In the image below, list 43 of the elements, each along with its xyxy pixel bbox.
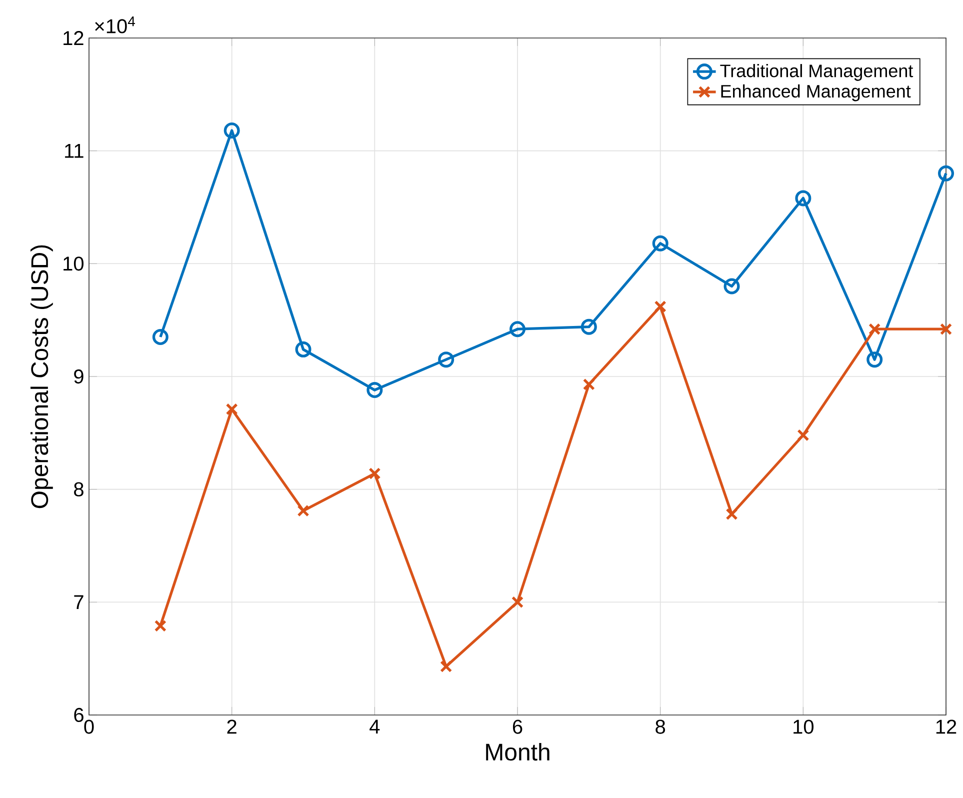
y-tick-label: 10 — [64, 256, 84, 271]
point — [226, 403, 238, 416]
point — [724, 278, 740, 294]
x-tick-label: 8 — [656, 720, 666, 734]
y-tick-label: 9 — [74, 369, 84, 384]
text: ×10$^{4}$ — [95, 16, 136, 34]
point — [938, 165, 954, 182]
point — [866, 352, 883, 368]
y-tick-label: 12 — [64, 31, 84, 45]
x-tick-label: 10 — [794, 720, 814, 734]
point — [580, 318, 597, 335]
point — [368, 467, 381, 480]
x-tick-label: 12 — [936, 720, 956, 734]
y-tick-label: 7 — [74, 595, 84, 610]
point — [295, 341, 312, 358]
point — [366, 382, 383, 398]
point — [652, 235, 668, 252]
x-tick-label: 4 — [370, 720, 380, 734]
legend-label: Traditional Management — [720, 64, 914, 81]
y-axis-title: Operational Costs (USD) — [30, 245, 53, 508]
x-axis-title: Month — [486, 743, 550, 761]
point — [868, 323, 881, 336]
point — [152, 329, 168, 345]
point — [297, 504, 310, 517]
y-tick-label: 11 — [65, 144, 84, 158]
y-tick-label: 6 — [74, 708, 84, 722]
x-tick-label: 6 — [512, 720, 522, 734]
point — [511, 596, 524, 608]
y-tick-label: 8 — [74, 482, 84, 496]
point — [510, 321, 526, 338]
point — [440, 660, 452, 673]
point — [654, 300, 666, 313]
point — [438, 352, 454, 368]
point — [795, 190, 812, 206]
point — [582, 378, 595, 390]
point — [224, 122, 240, 139]
legend-label: Enhanced Management — [721, 84, 911, 102]
point — [726, 508, 738, 520]
point — [797, 429, 810, 442]
point — [940, 323, 952, 336]
x-tick-label: 0 — [84, 720, 94, 734]
x-tick-label: 2 — [227, 720, 236, 734]
point — [154, 620, 166, 632]
